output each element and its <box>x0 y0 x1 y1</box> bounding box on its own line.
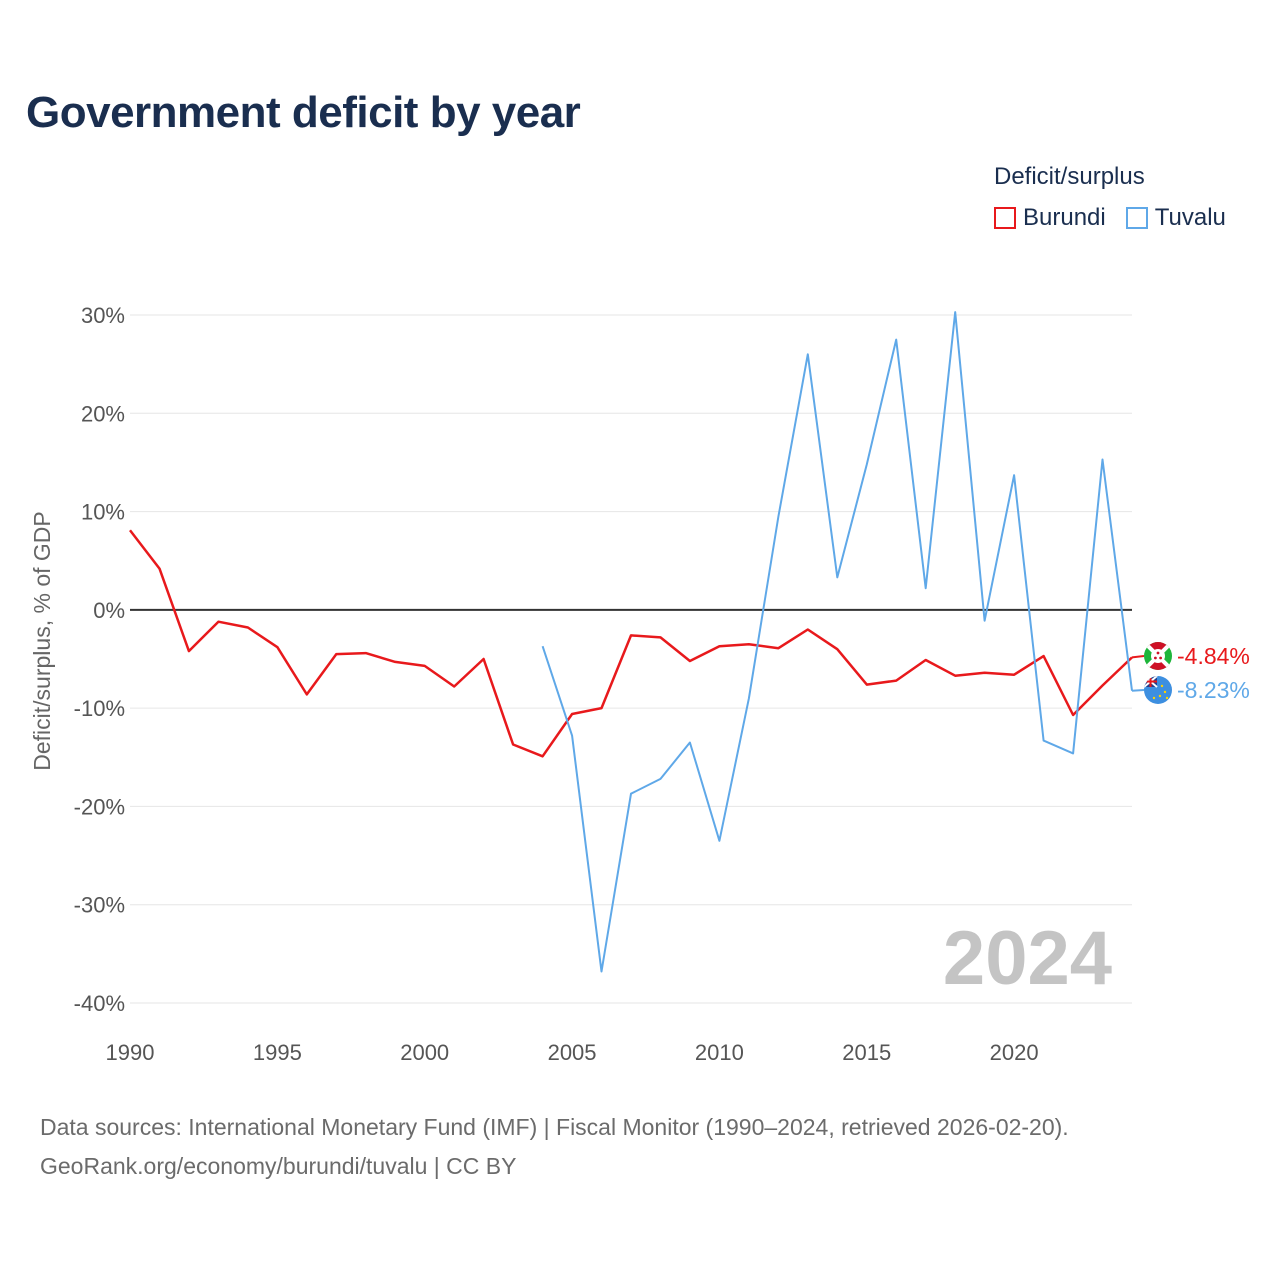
legend-label: Burundi <box>1023 204 1106 231</box>
tuvalu-end-value: -8.23% <box>1177 677 1250 703</box>
tuvalu-end-connector <box>1131 689 1145 692</box>
x-tick-label: 2000 <box>400 1040 449 1065</box>
x-tick-label: 1995 <box>253 1040 302 1065</box>
x-tick-label: 2015 <box>842 1040 891 1065</box>
legend: Burundi Tuvalu <box>994 204 1246 232</box>
legend-title: Deficit/surplus <box>994 163 1145 190</box>
source-line-2: GeoRank.org/economy/burundi/tuvalu | CC … <box>40 1153 517 1179</box>
y-tick-label: 0% <box>93 598 125 623</box>
burundi-flag-icon <box>1144 642 1172 670</box>
legend-swatch <box>994 207 1016 229</box>
tuvalu-flag-icon <box>1144 676 1172 704</box>
x-tick-label: 2010 <box>695 1040 744 1065</box>
x-tick-label: 2020 <box>990 1040 1039 1065</box>
legend-label: Tuvalu <box>1154 204 1226 231</box>
y-tick-label: -30% <box>74 893 125 918</box>
burundi-end-value: -4.84% <box>1177 643 1250 669</box>
legend-item-burundi[interactable]: Burundi <box>994 204 1106 232</box>
end-markers: -4.84% -8.23% <box>1131 642 1250 704</box>
y-tick-label: -20% <box>74 794 125 819</box>
y-tick-label: -10% <box>74 696 125 721</box>
y-axis-title: Deficit/surplus, % of GDP <box>29 511 55 770</box>
y-tick-label: 30% <box>81 303 125 328</box>
series-lines <box>129 311 1133 973</box>
chart-title: Government deficit by year <box>26 88 581 137</box>
y-tick-label: 20% <box>81 401 125 426</box>
source-note: Data sources: International Monetary Fun… <box>40 1108 1069 1186</box>
gridlines <box>130 314 1132 1004</box>
source-line-1: Data sources: International Monetary Fun… <box>40 1114 1069 1140</box>
x-tick-label: 1990 <box>106 1040 155 1065</box>
legend-swatch <box>1125 207 1148 229</box>
y-tick-label: -40% <box>74 991 125 1016</box>
y-tick-label: 10% <box>81 500 125 525</box>
line-chart: 30% 20% 10% 0% -10% -20% -30% -40% 1990 1995 2000… <box>29 303 1250 1065</box>
year-label: 2024 <box>943 916 1112 1001</box>
legend-item-tuvalu[interactable]: Tuvalu <box>1125 204 1226 232</box>
series-line-tuvalu <box>541 311 1133 973</box>
y-axis-ticks: 30% 20% 10% 0% -10% -20% -30% -40% <box>74 303 125 1016</box>
x-axis-ticks: 1990 1995 2000 2005 2010 2015 2020 <box>106 1040 1039 1065</box>
burundi-end-connector <box>1131 655 1145 659</box>
series-line-burundi <box>129 529 1133 758</box>
x-tick-label: 2005 <box>548 1040 597 1065</box>
